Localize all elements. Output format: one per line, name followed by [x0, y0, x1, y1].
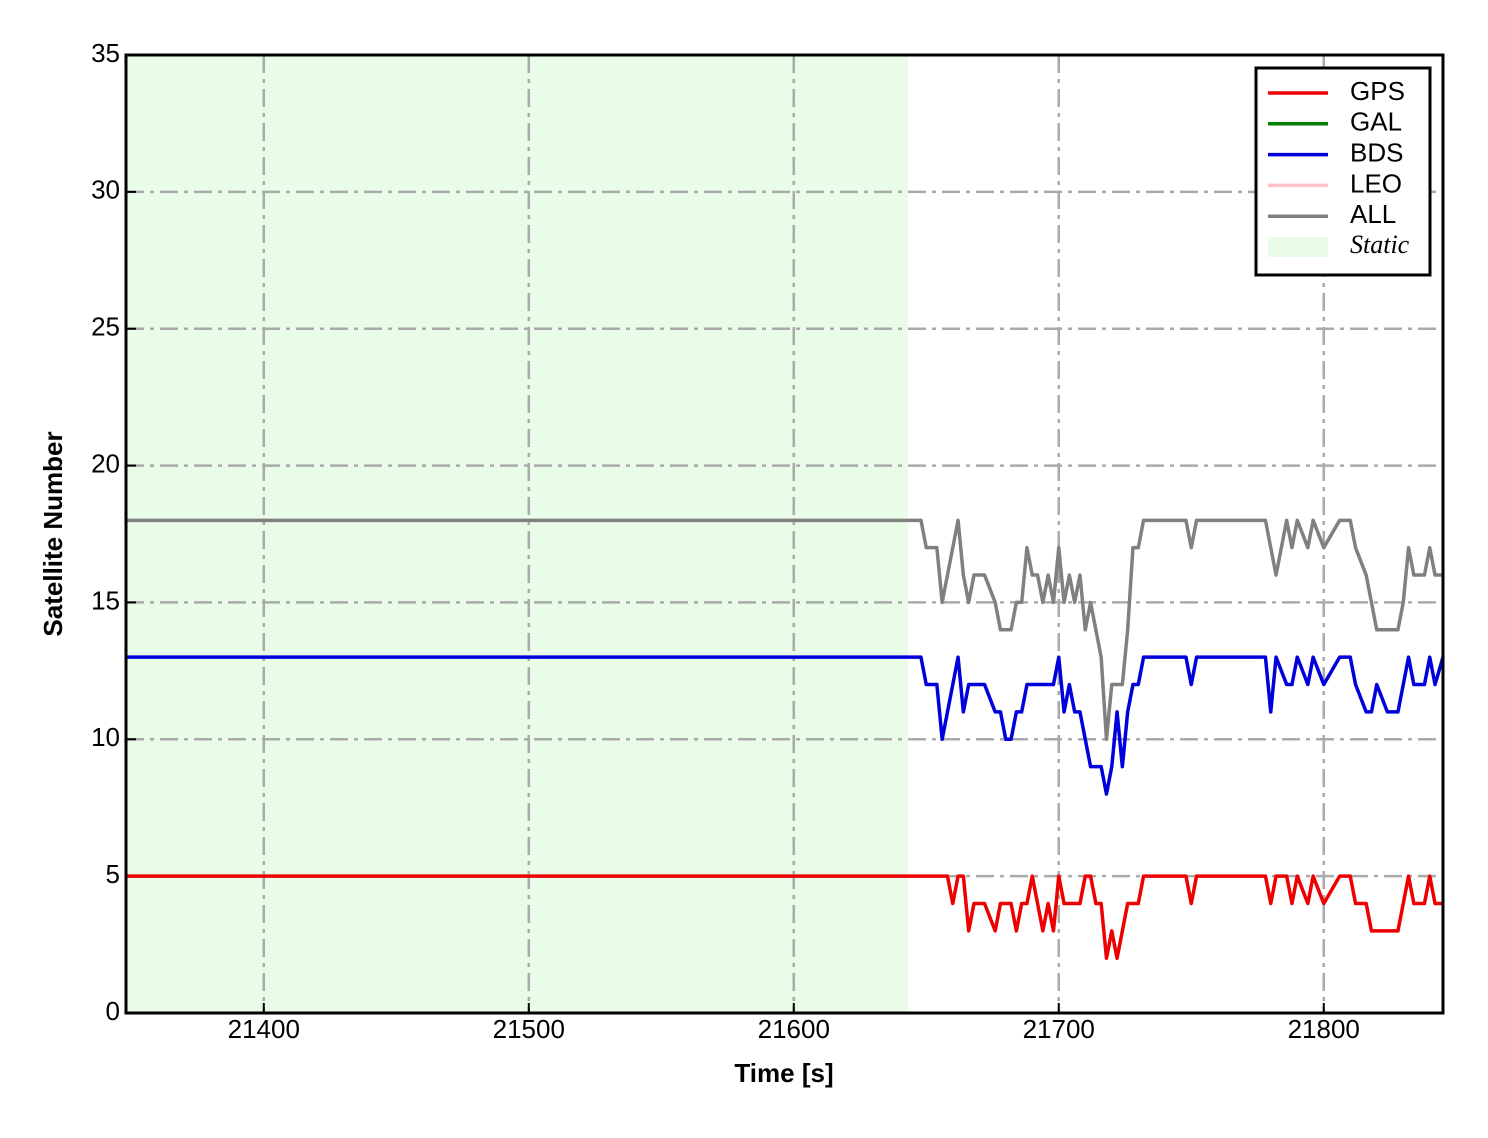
- y-tick-label: 30: [91, 175, 120, 205]
- y-tick-label: 5: [106, 859, 120, 889]
- series-line: [126, 874, 1443, 961]
- legend-label: Static: [1350, 230, 1410, 259]
- x-tick-label: 21600: [758, 1014, 830, 1044]
- legend-label: BDS: [1350, 137, 1403, 167]
- series-line: [126, 518, 1443, 742]
- legend-label: LEO: [1350, 168, 1402, 198]
- x-tick-label: 21500: [493, 1014, 565, 1044]
- legend-label: GAL: [1350, 107, 1402, 137]
- y-tick-label: 20: [91, 448, 120, 478]
- plot-frame: [124, 53, 1445, 1015]
- x-tick-label: 21400: [228, 1014, 300, 1044]
- legend-label: ALL: [1350, 199, 1396, 229]
- series-line: [126, 655, 1445, 796]
- y-tick-label: 25: [91, 312, 120, 342]
- legend-swatch: [1268, 237, 1328, 257]
- y-tick-label: 10: [91, 722, 120, 752]
- static-region: [126, 55, 908, 1013]
- x-tick-label: 21700: [1023, 1014, 1095, 1044]
- y-tick-label: 0: [106, 996, 120, 1026]
- y-tick-label: 35: [91, 38, 120, 68]
- y-axis-label: Satellite Number: [38, 431, 68, 636]
- y-tick-label: 15: [91, 585, 120, 615]
- x-tick-label: 21800: [1288, 1014, 1360, 1044]
- x-axis-label: Time [s]: [734, 1058, 833, 1088]
- legend-label: GPS: [1350, 76, 1405, 106]
